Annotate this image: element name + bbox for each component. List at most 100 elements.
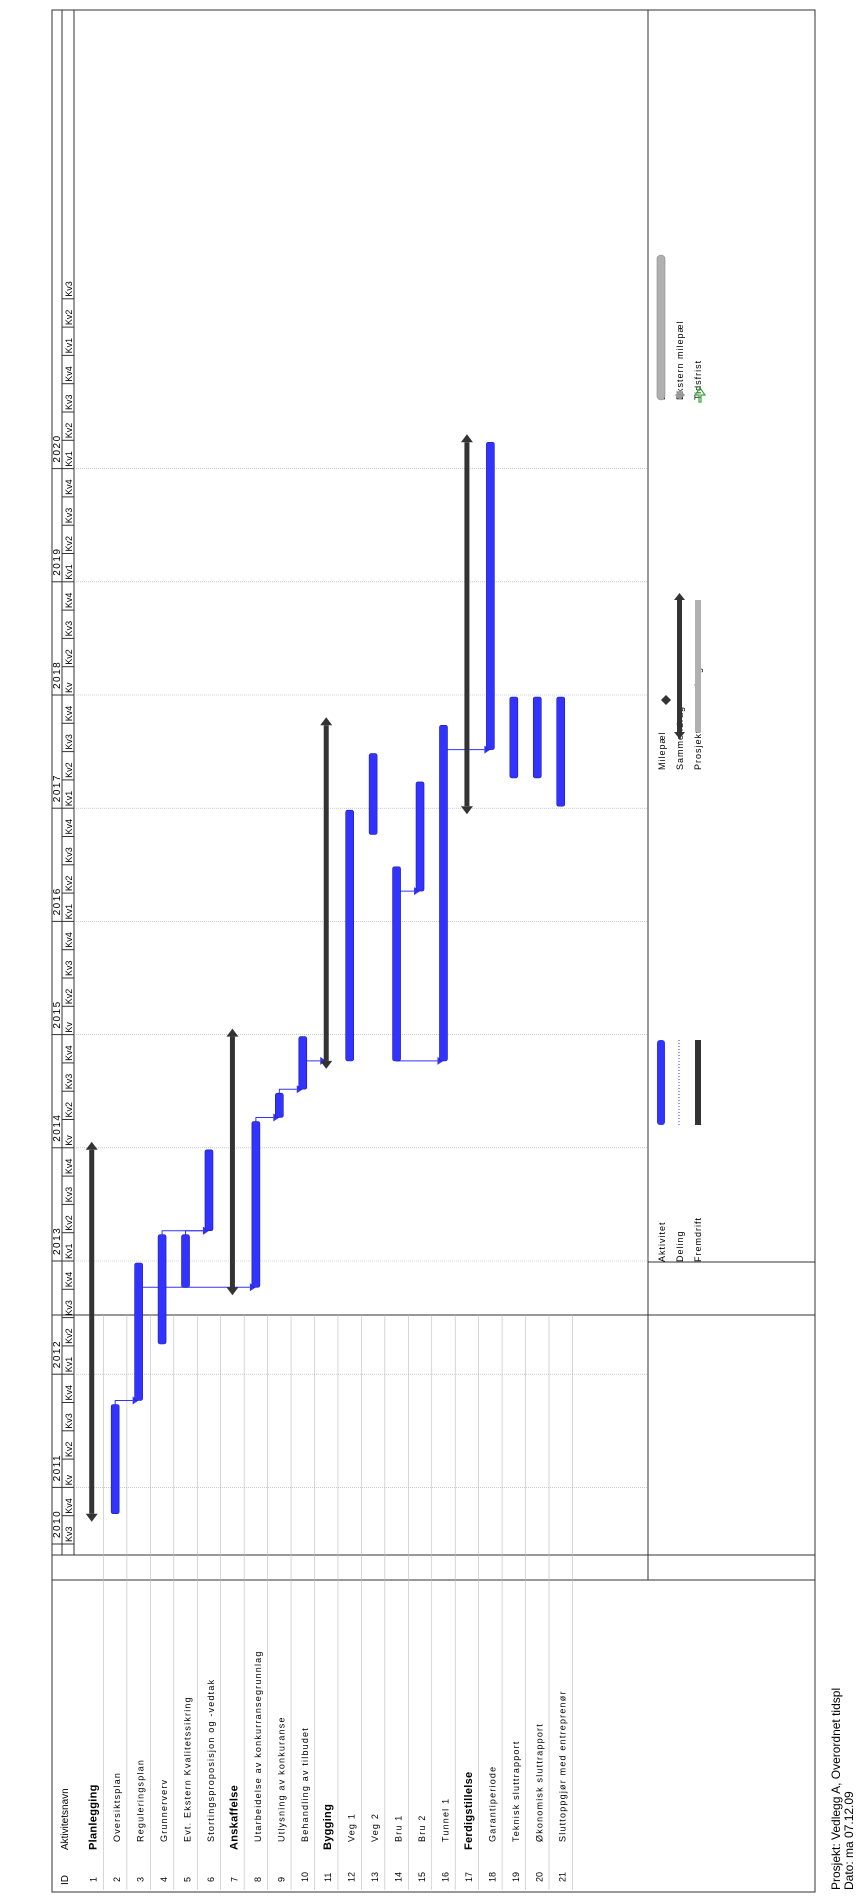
dependency-line <box>278 1088 297 1094</box>
task-row: 11 Bygging <box>322 1315 339 1890</box>
table-header-row: ID Aktivitetsnavn <box>60 1788 71 1885</box>
gantt-bar <box>368 753 378 835</box>
task-name: Utarbeidelse av konkurransegrunnlag <box>253 1650 263 1842</box>
year-label: 2016 <box>52 887 63 915</box>
quarter-label: Kv4 <box>64 593 74 609</box>
task-row: 21 Sluttoppgjør med entreprenør <box>558 1315 573 1890</box>
task-id: 16 <box>440 1872 450 1882</box>
task-name: Evt. Ekstern Kvalitetssikring <box>183 1696 193 1842</box>
quarter-label: Kv2 <box>64 876 74 892</box>
task-bar <box>157 1234 167 1345</box>
row-cells: 2 Oversiktsplan <box>112 1772 122 1882</box>
name-column-header: Aktivitetsnavn <box>60 1788 71 1850</box>
task-name: Stortingsproposisjon og -vedtak <box>206 1679 216 1842</box>
legend-project-summary-swatch <box>695 600 701 732</box>
gantt-bar <box>226 1028 239 1296</box>
year-label: 2015 <box>52 1000 63 1028</box>
gantt-bar <box>157 1234 167 1345</box>
year-labels: 2010 2011 2012 2013 2014 2015 2016 2017 2018 2019… <box>52 434 63 1545</box>
year-label: 2010 <box>52 1510 63 1538</box>
row-cells: 5 Evt. Ekstern Kvalitetssikring <box>183 1696 193 1882</box>
task-bar <box>181 1234 190 1288</box>
legend-label: Fremdrift <box>693 1217 703 1262</box>
legend-footer: Prosjekt: Vedlegg A, Overordnet tidspl D… <box>647 10 856 1890</box>
row-cells: 19 Teknisk sluttrapport <box>511 1740 521 1882</box>
gantt-bar <box>298 1036 308 1090</box>
quarter-label: Kv4 <box>64 366 74 382</box>
gantt-bar <box>415 781 425 892</box>
quarter-label: Kv3 <box>64 621 74 637</box>
project-title: Prosjekt: Vedlegg A, Overordnet tidspl <box>829 1688 843 1890</box>
quarter-label: Kv4 <box>64 1385 74 1401</box>
quarter-label: Kv4 <box>64 819 74 835</box>
task-row: 6 Stortingsproposisjon og -vedtak <box>206 1315 221 1890</box>
legend-summary-cap <box>674 593 685 600</box>
task-id: 20 <box>534 1872 544 1882</box>
legend: AktivitetDelingFremdriftMilepælSammendra… <box>656 254 707 1262</box>
quarter-label: Kv4 <box>64 1159 74 1175</box>
task-row: 16 Tunnel 1 <box>440 1315 456 1890</box>
summary-start-cap <box>460 806 473 815</box>
quarter-label: Kv <box>64 1474 74 1485</box>
task-row: 13 Veg 2 <box>370 1315 386 1890</box>
legend-summary-swatch <box>677 600 682 732</box>
task-row: 19 Teknisk sluttrapport <box>511 1315 526 1890</box>
summary-start-cap <box>226 1287 239 1296</box>
summary-bar <box>89 1149 95 1514</box>
legend-deadline-swatch <box>693 386 707 403</box>
legend-progress-swatch <box>695 1040 701 1125</box>
task-row: 14 Bru 1 <box>394 1315 409 1890</box>
quarter-label: Kv2 <box>64 1442 74 1458</box>
legend-label: Ekstern milepæl <box>675 320 685 400</box>
task-row: 20 Økonomisk sluttrapport <box>534 1315 550 1890</box>
legend-task-swatch <box>657 1040 665 1125</box>
gantt-bar <box>204 1149 214 1232</box>
quarter-label: Kv3 <box>64 1413 74 1429</box>
quarter-label: Kv2 <box>64 989 74 1005</box>
legend-summary-cap <box>674 732 685 739</box>
row-cells: 14 Bru 1 <box>394 1814 404 1882</box>
gantt-bar <box>486 441 495 750</box>
task-name: Utlysning av konkuranse <box>276 1716 286 1842</box>
quarter-label: Kv3 <box>64 1526 74 1542</box>
gantt-bar <box>392 866 401 1062</box>
quarter-label: Kv4 <box>64 1498 74 1514</box>
legend-external-task-swatch <box>656 254 666 401</box>
quarter-label: Kv2 <box>64 1102 74 1118</box>
task-id: 7 <box>229 1877 239 1882</box>
quarter-label: Kv2 <box>64 423 74 439</box>
task-name: Ferdigstillelse <box>463 1772 475 1850</box>
task-row: 1 Planlegging <box>88 1315 104 1890</box>
task-name: Reguleringsplan <box>136 1759 146 1842</box>
quarter-label: Kv2 <box>64 1215 74 1231</box>
task-id: 8 <box>253 1877 263 1882</box>
quarter-label: Kv1 <box>64 1243 74 1259</box>
task-id: 4 <box>159 1877 169 1882</box>
chart-body <box>74 434 648 1522</box>
task-name: Behandling av tilbudet <box>300 1727 310 1842</box>
row-cells: 20 Økonomisk sluttrapport <box>534 1723 544 1882</box>
gantt-bar <box>460 434 473 815</box>
quarter-label: Kv4 <box>64 1045 74 1061</box>
task-bar <box>251 1121 261 1288</box>
legend-external-milestone-swatch <box>675 390 685 400</box>
task-id: 11 <box>323 1873 333 1882</box>
quarter-label: Kv1 <box>64 338 74 354</box>
task-id: 14 <box>394 1872 404 1882</box>
quarter-label: Kv3 <box>64 508 74 524</box>
quarter-label: Kv3 <box>64 1187 74 1203</box>
summary-bar <box>323 725 329 1061</box>
gantt-bar <box>85 1141 98 1522</box>
year-gridlines <box>74 468 648 1488</box>
summary-start-cap <box>85 1513 98 1522</box>
row-cells: 11 Bygging <box>322 1804 334 1882</box>
task-bar <box>439 724 448 1062</box>
task-bar <box>556 696 566 807</box>
task-name: Bru 2 <box>417 1814 427 1842</box>
task-bar <box>415 781 425 892</box>
task-name: Teknisk sluttrapport <box>511 1740 521 1842</box>
quarter-labels: Kv3 Kv4 Kv Kv2 Kv3 Kv4 Kv1 Kv2 Kv3 Kv4 Kv1 Kv2 Kv3 Kv… <box>62 281 74 1545</box>
summary-end-cap <box>226 1028 239 1037</box>
quarter-label: Kv3 <box>64 394 74 410</box>
dependency-line <box>161 1230 203 1235</box>
